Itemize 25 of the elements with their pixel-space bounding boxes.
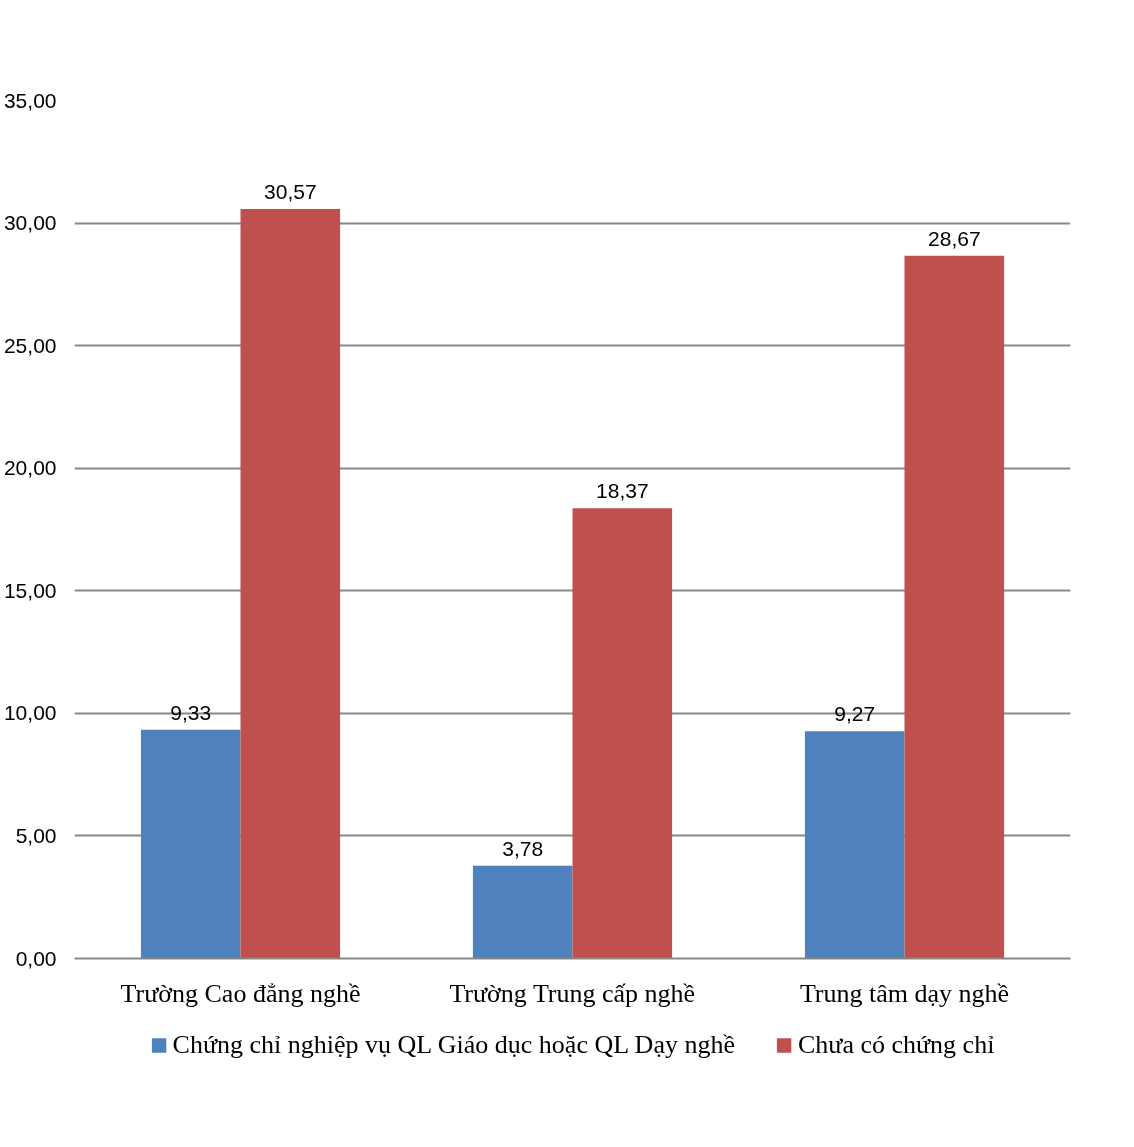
bar (472, 865, 573, 959)
x-tick-label: Trường Cao đẳng nghề (120, 978, 361, 1008)
y-tick-label: 30,00 (3, 211, 57, 235)
data-label: 18,37 (596, 479, 649, 503)
data-label: 30,57 (264, 180, 317, 204)
x-tick-label: Trung tâm dạy nghề (799, 978, 1010, 1008)
bar (240, 209, 341, 959)
data-label: 3,78 (502, 836, 544, 860)
y-tick-label: 0,00 (15, 946, 57, 970)
legend-label: Chứng chỉ nghiệp vụ QL Giáo dục hoặc QL Dạy nghề (172, 1030, 735, 1060)
y-tick-label: 35,00 (3, 88, 57, 112)
data-label: 9,33 (170, 700, 212, 724)
bar (804, 731, 905, 959)
x-tick-label: Trường Trung cấp nghề (449, 978, 696, 1008)
legend-label: Chưa có chứng chỉ (797, 1030, 995, 1060)
y-tick-label: 5,00 (15, 823, 57, 847)
y-tick-label: 20,00 (3, 456, 57, 480)
y-tick-label: 25,00 (3, 333, 57, 357)
y-tick-label: 15,00 (3, 578, 57, 602)
data-label: 28,67 (928, 226, 981, 250)
bar (140, 729, 241, 959)
y-tick-label: 10,00 (3, 701, 57, 725)
data-label: 9,27 (834, 702, 876, 726)
bar (572, 508, 673, 959)
bar (904, 255, 1005, 959)
